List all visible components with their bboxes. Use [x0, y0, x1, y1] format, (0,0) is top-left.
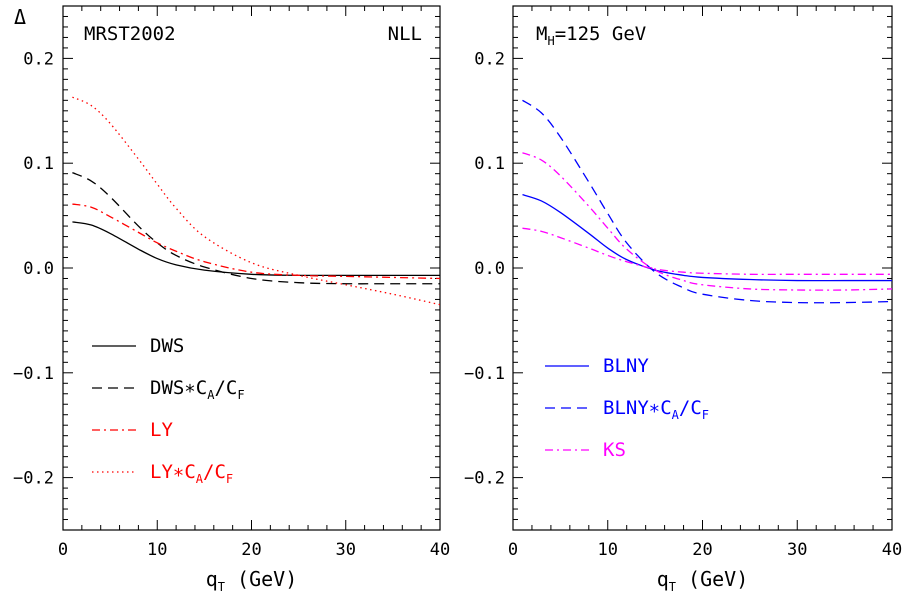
x-tick-label: 40	[882, 540, 902, 560]
left-panel: 0 10 20 30 40 0.2 0.1 0.0 −0.1 −0.2 ΔqT (GeV) MRST2…	[13, 5, 450, 594]
panel-annotation: MRST2002	[84, 23, 176, 45]
legend-label: KS	[603, 439, 626, 461]
series-line	[72, 203, 440, 280]
y-tick-label: −0.1	[464, 364, 505, 384]
x-tick-label: 20	[692, 540, 712, 560]
series-line	[522, 152, 892, 291]
plot-frame	[62, 5, 441, 531]
series-line	[522, 194, 892, 282]
x-tick-label: 30	[787, 540, 807, 560]
legend-label: BLNY	[603, 355, 649, 377]
y-tick-label: −0.2	[464, 469, 505, 489]
y-tick-label: 0.2	[474, 49, 505, 69]
legend-label: DWS	[150, 335, 184, 357]
y-tick-label: 0.0	[23, 259, 54, 279]
x-tick-label: 10	[147, 540, 167, 560]
x-tick-label: 10	[598, 540, 618, 560]
y-tick-label: 0.1	[23, 154, 54, 174]
series-line	[72, 172, 440, 285]
x-tick-label: 40	[430, 540, 450, 560]
y-axis-title: Δ	[14, 5, 26, 29]
y-tick-label: 0.0	[474, 259, 505, 279]
series-line	[522, 227, 892, 276]
panel-annotation: MH=125 GeV	[536, 23, 646, 48]
series-line	[72, 96, 440, 306]
legend-label: LY∗CA/CF	[150, 461, 233, 486]
legend-label: BLNY∗CA/CF	[603, 397, 709, 422]
x-axis-title: qT (GeV)	[206, 567, 298, 594]
legend-label: LY	[150, 419, 173, 441]
y-tick-label: 0.1	[474, 154, 505, 174]
x-tick-label: 30	[336, 540, 356, 560]
panel-annotation: NLL	[388, 23, 422, 45]
plot-frame	[512, 5, 893, 531]
right-panel: 0 10 20 30 40 0.2 0.1 0.0 −0.1 −0.2 qT (GeV) MH=125…	[464, 5, 902, 594]
legend-label: DWS∗CA/CF	[150, 377, 245, 402]
series-line	[72, 221, 440, 277]
x-tick-label: 20	[241, 540, 261, 560]
x-axis-title: qT (GeV)	[657, 567, 749, 594]
x-tick-label: 0	[508, 540, 518, 560]
series-line	[522, 99, 892, 304]
y-tick-label: −0.1	[13, 364, 54, 384]
y-tick-label: 0.2	[23, 49, 54, 69]
y-tick-label: −0.2	[13, 469, 54, 489]
x-tick-label: 0	[58, 540, 68, 560]
